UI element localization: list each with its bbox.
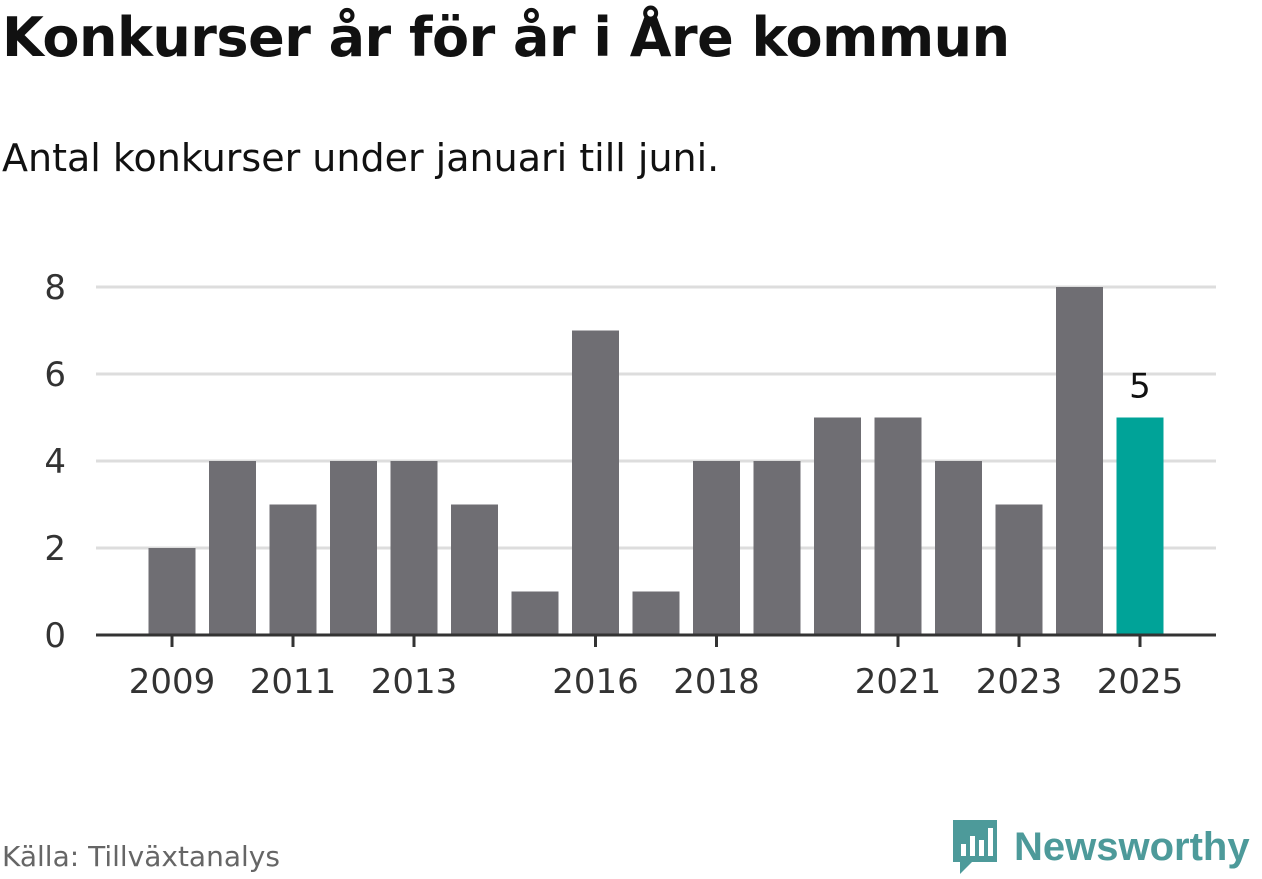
y-tick-label: 2 — [44, 529, 66, 569]
bar — [814, 417, 861, 635]
bar — [1116, 417, 1164, 635]
bar — [935, 461, 982, 635]
logo-text: Newsworthy — [1014, 824, 1250, 869]
x-tick-label: 2021 — [855, 662, 942, 702]
data-label: 5 — [1129, 367, 1151, 407]
bar — [753, 461, 801, 635]
bar — [148, 548, 196, 635]
bar-chart: 0 2 4 6 8 5 2009 2011 2013 2016 2018 2021 2023 2025 — [44, 268, 1216, 702]
x-tick-label: 2025 — [1097, 662, 1184, 702]
x-tick-label: 2009 — [129, 662, 216, 702]
bar — [511, 591, 559, 635]
bar — [330, 461, 377, 635]
chart-title: Konkurser år för år i Åre kommun — [2, 6, 1010, 69]
x-tick-label: 2016 — [552, 662, 639, 702]
source-note: Källa: Tillväxtanalys — [2, 840, 280, 873]
bar — [451, 504, 498, 635]
x-tick-label: 2013 — [371, 662, 458, 702]
x-tick-label: 2023 — [976, 662, 1063, 702]
bar — [874, 417, 922, 635]
y-tick-label: 6 — [44, 355, 66, 395]
y-tick-label: 4 — [44, 442, 66, 482]
newsworthy-logo: Newsworthy — [950, 818, 1250, 876]
bar — [632, 591, 680, 635]
bar — [1056, 287, 1103, 635]
bar — [693, 461, 740, 635]
bar — [995, 504, 1043, 635]
x-tick-label: 2011 — [250, 662, 337, 702]
chart-subtitle: Antal konkurser under januari till juni. — [2, 136, 720, 180]
y-tick-label: 8 — [44, 268, 66, 308]
newsworthy-bars-icon — [953, 820, 997, 874]
bar — [209, 461, 256, 635]
bar — [390, 461, 438, 635]
x-tick-label: 2018 — [673, 662, 760, 702]
bar — [269, 504, 317, 635]
bar — [572, 330, 619, 635]
y-tick-label: 0 — [44, 616, 66, 656]
